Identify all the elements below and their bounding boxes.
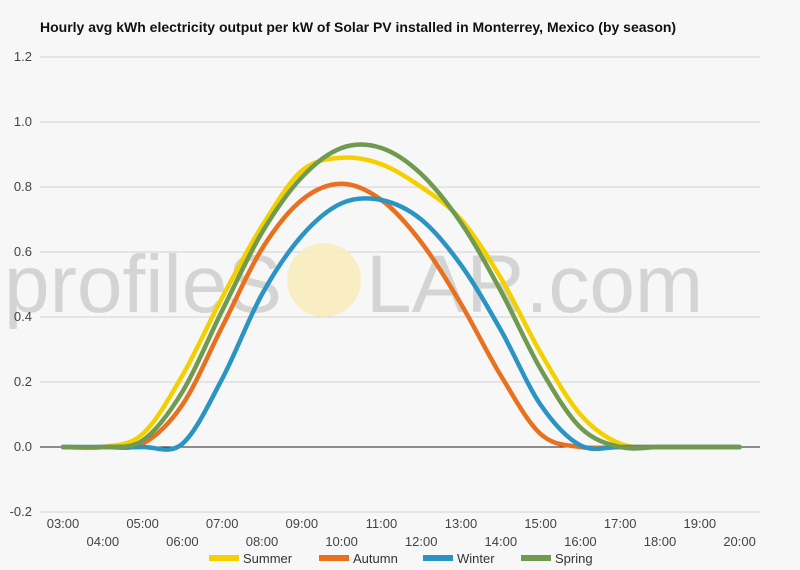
legend-label-autumn: Autumn <box>353 551 398 566</box>
legend-swatch-summer <box>209 555 239 561</box>
x-tick-label: 20:00 <box>723 534 756 549</box>
y-tick-label: -0.2 <box>10 504 32 519</box>
watermark-text-end: LAR.com <box>366 239 703 330</box>
x-tick-label: 17:00 <box>604 516 637 531</box>
legend-swatch-winter <box>423 555 453 561</box>
x-tick-label: 10:00 <box>325 534 358 549</box>
x-tick-label: 14:00 <box>485 534 518 549</box>
x-tick-label: 11:00 <box>366 516 398 531</box>
y-tick-label: 0.0 <box>14 439 32 454</box>
x-tick-label: 19:00 <box>684 516 717 531</box>
x-tick-label: 18:00 <box>644 534 677 549</box>
x-tick-label: 03:00 <box>47 516 80 531</box>
series-line-spring <box>60 142 742 451</box>
series-layer <box>60 142 742 452</box>
legend: Summer Autumn Winter Spring <box>209 551 593 566</box>
x-tick-label: 15:00 <box>524 516 557 531</box>
legend-swatch-autumn <box>319 555 349 561</box>
sun-logo-icon <box>287 243 362 317</box>
legend-label-spring: Spring <box>555 551 593 566</box>
legend-swatch-spring <box>521 555 551 561</box>
x-tick-label: 08:00 <box>246 534 279 549</box>
y-tick-label: 1.2 <box>14 49 32 64</box>
x-tick-label: 12:00 <box>405 534 438 549</box>
watermark-text-start: profileS <box>4 239 282 330</box>
x-tick-label: 06:00 <box>166 534 199 549</box>
watermark: profileS LAR.com <box>4 239 703 330</box>
x-tick-label: 09:00 <box>286 516 319 531</box>
y-tick-label: 0.6 <box>14 244 32 259</box>
y-tick-label: 0.8 <box>14 179 32 194</box>
legend-label-winter: Winter <box>457 551 495 566</box>
x-tick-label: 04:00 <box>87 534 120 549</box>
series-line-summer <box>60 155 742 451</box>
y-tick-label: 0.2 <box>14 374 32 389</box>
x-tick-label: 05:00 <box>126 516 159 531</box>
y-tick-label: 1.0 <box>14 114 32 129</box>
y-tick-label: 0.4 <box>14 309 32 324</box>
legend-label-summer: Summer <box>243 551 293 566</box>
grid-layer <box>40 56 760 513</box>
chart-title: Hourly avg kWh electricity output per kW… <box>40 19 677 35</box>
x-tick-label: 07:00 <box>206 516 239 531</box>
x-tick-label: 16:00 <box>564 534 597 549</box>
x-tick-label: 13:00 <box>445 516 478 531</box>
